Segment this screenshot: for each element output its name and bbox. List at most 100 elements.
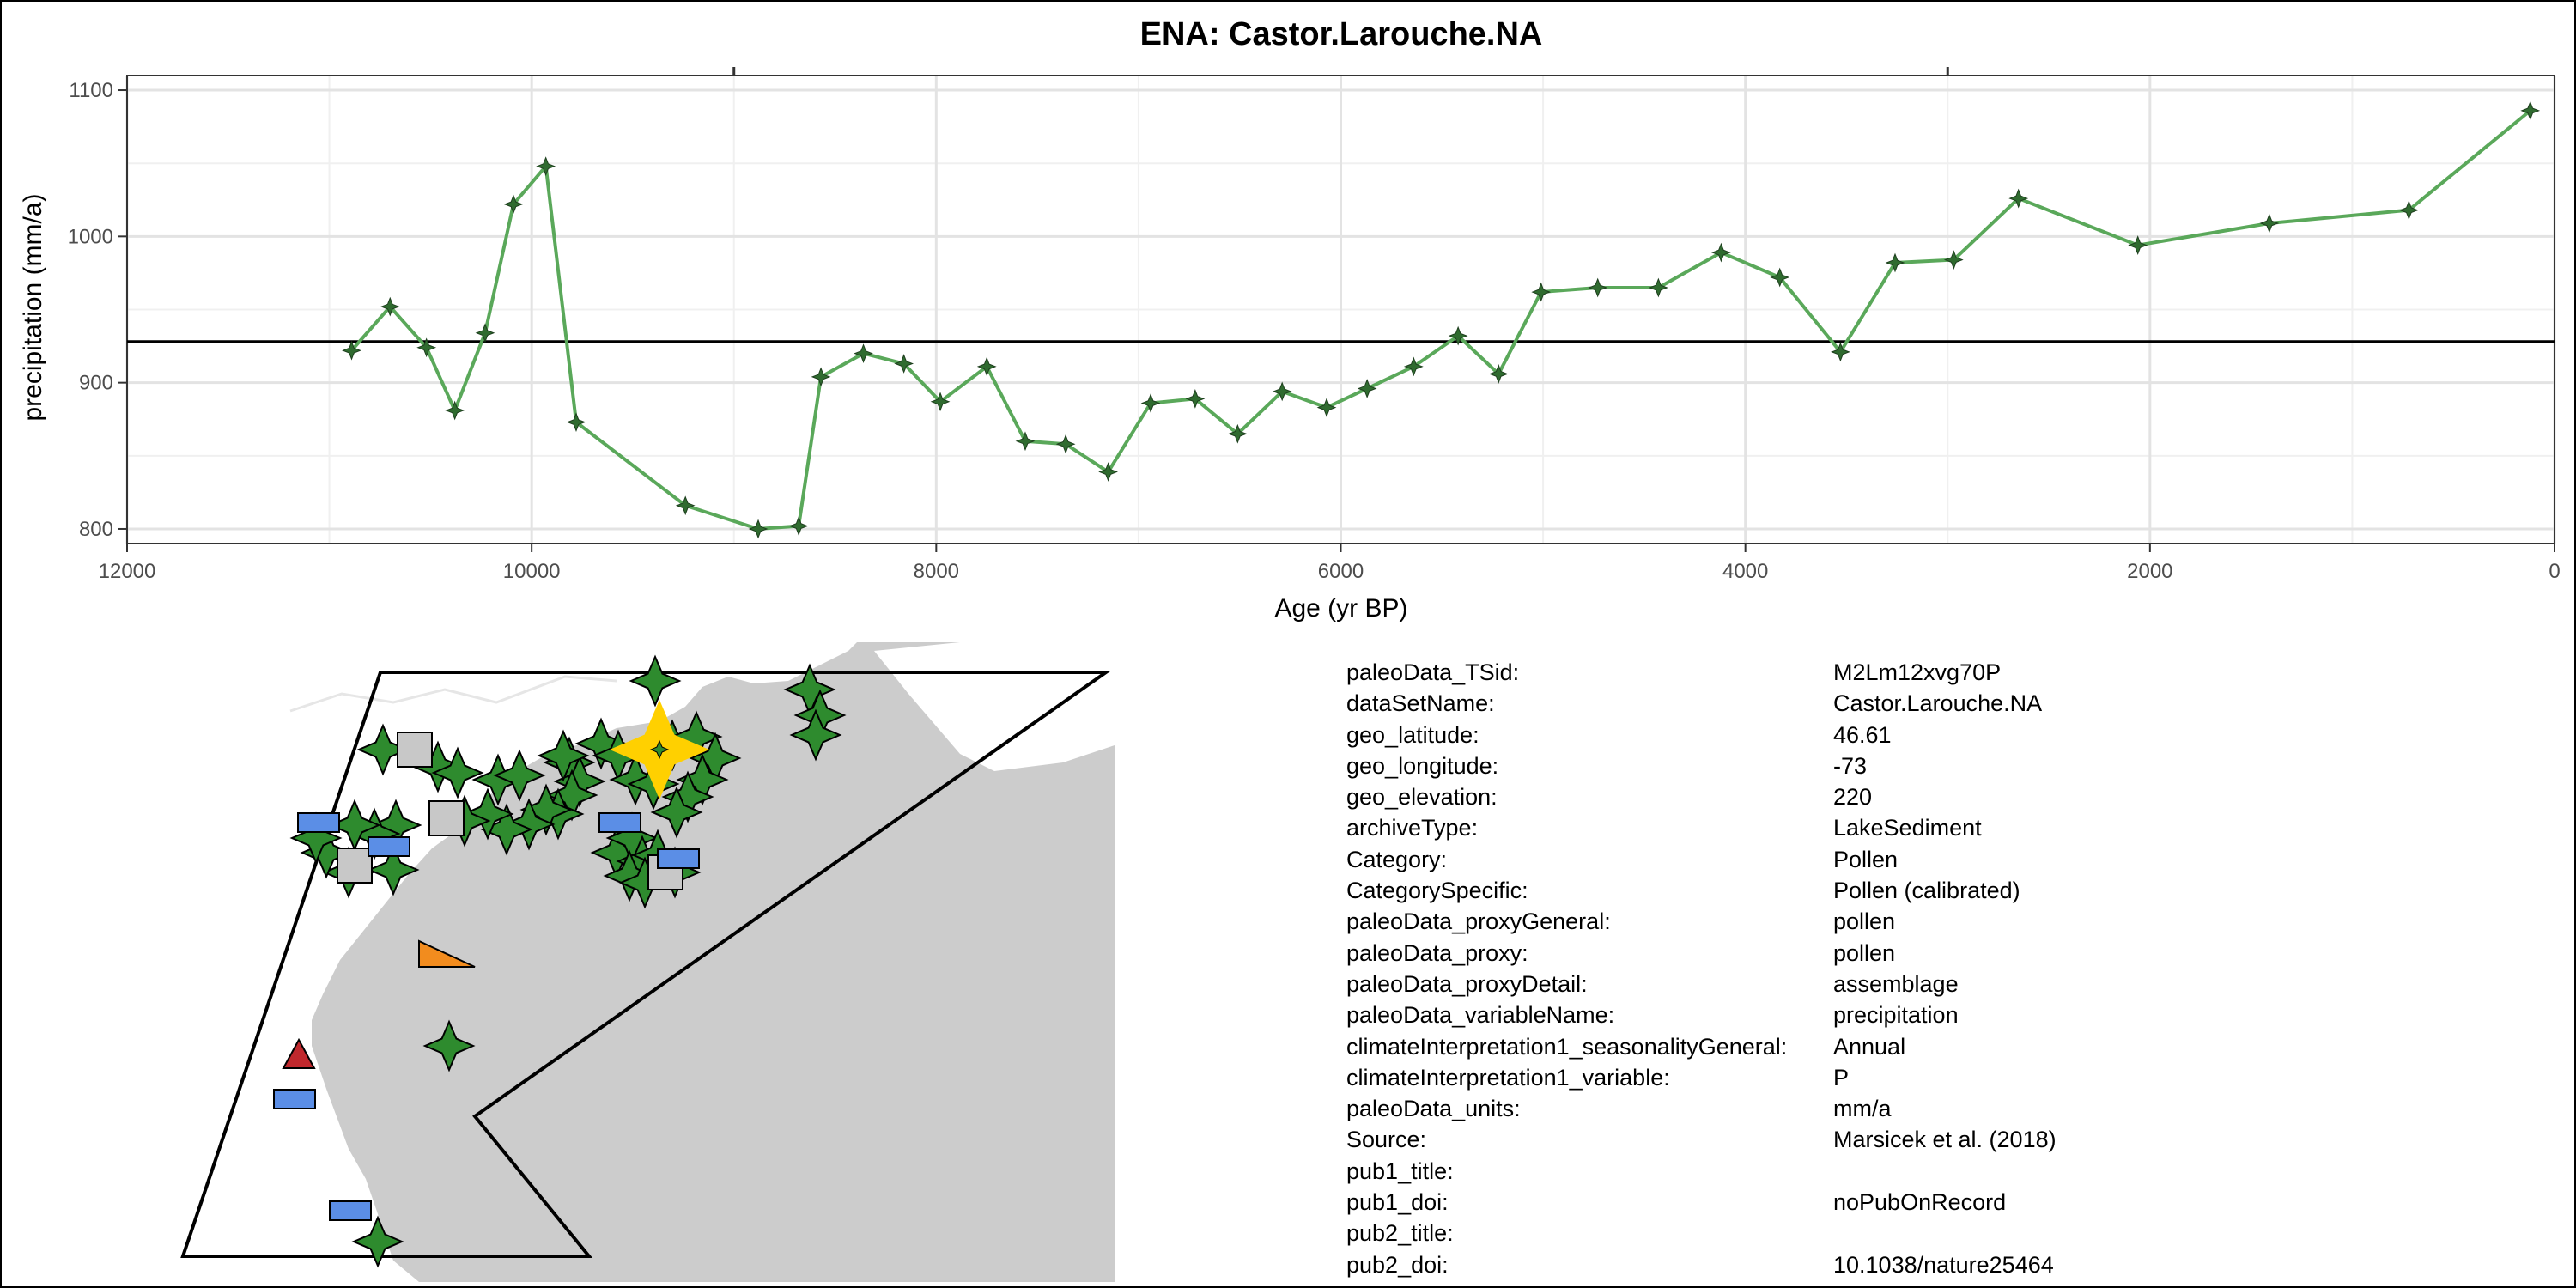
data-point [380,296,400,317]
province-border [289,675,617,713]
data-point [1185,389,1206,409]
series-line-precipitation [349,109,2531,531]
data-point [1531,282,1552,302]
data-point [342,340,361,361]
site-marker-pollen [356,723,410,776]
metadata-value: Pollen [1833,846,1899,872]
metadata-row: CategorySpecific: Pollen (calibrated) [1346,875,2549,906]
metadata-key: climateInterpretation1_variable: [1346,1064,1670,1091]
metadata-row: paleoData_proxy: pollen [1346,938,2549,969]
data-point [1648,277,1668,298]
metadata-key: geo_longitude: [1346,752,1499,779]
data-point [1831,342,1850,362]
metadata-key: dataSetName: [1346,690,1495,717]
metadata-panel: paleoData_TSid: M2Lm12xvg70P dataSetName: C… [1346,657,2549,1280]
site-marker-pollen [650,786,703,839]
x-tick-label: 12000 [99,560,156,583]
data-point [1357,379,1377,398]
metadata-row: dataSetName: Castor.Larouche.NA [1346,688,2549,719]
data-point [1227,423,1248,444]
x-tick-label: 4000 [1722,560,1768,583]
metadata-row: paleoData_proxyDetail: assemblage [1346,969,2549,999]
site-marker-pollen [431,746,484,799]
site-marker-other [428,800,465,836]
metadata-row: Category: Pollen [1346,844,2549,875]
x-tick-label: 10000 [503,560,561,583]
y-tick-label: 1000 [68,225,113,248]
metadata-value: M2Lm12xvg70P [1833,659,2002,685]
site-marker-blue [368,836,410,857]
data-point [2259,213,2280,234]
metadata-key: climateInterpretation1_seasonalityGenera… [1346,1033,1788,1060]
metadata-row: paleoData_variableName: precipitation [1346,999,2549,1030]
water-body [874,642,1115,771]
data-point [416,337,437,358]
data-point [894,354,914,374]
metadata-value: mm/a [1833,1096,1892,1122]
site-marker-pollen [574,717,628,770]
data-point [566,412,586,433]
data-point [2520,100,2541,121]
metadata-value: noPubOnRecord [1833,1189,2007,1216]
time-series-chart: ENA: Castor.Larouche.NA 12000 10000 8000 60… [19,16,2561,623]
metadata-row: geo_elevation: 220 [1346,781,2549,812]
data-point [1098,462,1118,482]
site-marker-pollen [519,783,573,836]
selected-site-center [649,739,670,760]
metadata-row: pub2_doi: 10.1038/nature25464 [1346,1249,2549,1280]
y-tick-label: 900 [79,372,113,395]
metadata-value: Marsicek et al. (2018) [1833,1127,2057,1153]
metadata-key: Source: [1346,1127,1427,1153]
metadata-key: paleoData_proxyDetail: [1346,970,1588,997]
data-point [1403,356,1424,377]
site-marker-pollen [789,708,842,762]
metadata-key: pub1_doi: [1346,1189,1449,1216]
metadata-row: archiveType: LakeSediment [1346,812,2549,843]
metadata-value: 46.61 [1833,721,1892,748]
x-axis-title: Age (yr BP) [1274,594,1407,623]
water-body [136,1157,333,1282]
data-point [445,400,465,421]
metadata-key: paleoData_proxyGeneral: [1346,908,1611,935]
site-marker-pollen [367,843,420,896]
metadata-key: archiveType: [1346,815,1479,841]
metadata-row: climateInterpretation1_seasonalityGenera… [1346,1031,2549,1062]
data-point [675,495,696,516]
site-marker-pollen [493,749,546,802]
metadata-row: Source: Marsicek et al. (2018) [1346,1124,2549,1155]
site-marker-pollen [537,729,590,782]
site-marker-pollen [553,755,606,808]
land-mass [136,642,1115,1282]
site-marker-pollen [502,798,556,851]
data-point [930,392,951,412]
metadata-key: pub2_doi: [1346,1251,1449,1278]
metadata-value: Castor.Larouche.NA [1833,690,2043,717]
metadata-row: geo_longitude: -73 [1346,750,2549,781]
metadata-value: assemblage [1833,970,1959,997]
site-marker-other [397,732,433,768]
data-point [788,516,809,536]
site-marker-blue [297,812,340,833]
site-marker-other [647,854,683,890]
y-axis-title: precipitation (mm/a) [19,193,47,421]
site-marker-pollen [289,811,343,865]
metadata-key: pub2_title: [1346,1220,1454,1247]
data-point [1588,277,1608,298]
data-point [1711,242,1731,263]
metadata-row: climateInterpretation1_variable: P [1346,1062,2549,1093]
metadata-row: paleoData_proxyGeneral: pollen [1346,906,2549,937]
data-point [2008,188,2029,209]
site-marker-blue [329,1200,372,1221]
data-point [1316,398,1337,417]
data-point [1770,267,1790,288]
x-tick-label: 0 [2549,560,2560,583]
site-marker-pollen [629,654,682,708]
metadata-row: paleoData_TSid: M2Lm12xvg70P [1346,657,2549,688]
metadata-value: Pollen (calibrated) [1833,878,2020,904]
metadata-value: 220 [1833,784,1873,811]
data-point [1055,434,1076,454]
x-tick-label: 6000 [1318,560,1364,583]
metadata-row: paleoData_units: mm/a [1346,1093,2549,1124]
data-point [475,323,495,343]
y-tick-label: 1100 [69,79,113,102]
